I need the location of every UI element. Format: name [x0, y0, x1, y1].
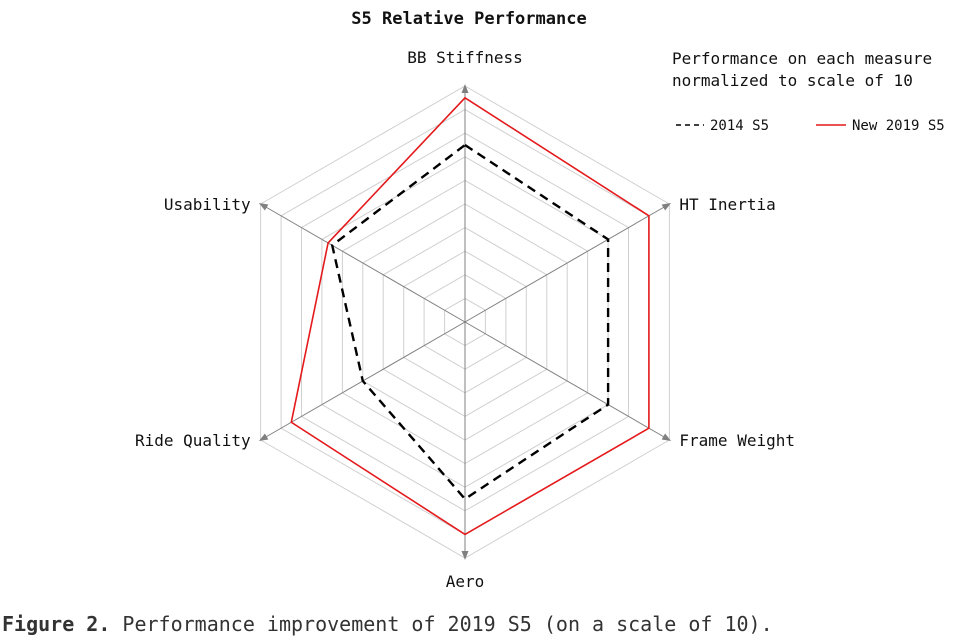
normalization-note-line-1: Performance on each measure [672, 49, 932, 68]
axis-line-4 [265, 321, 466, 438]
axis-arrowhead-3 [461, 551, 469, 560]
chart-legend: 2014 S5 New 2019 S5 [676, 118, 945, 134]
axis-line-1 [464, 206, 665, 323]
axis-label-3: Aero [446, 572, 485, 591]
axis-labels: BB Stiffness HT Inertia Frame Weight Aero Ri… [135, 48, 795, 591]
figure-caption-text: Performance improvement of 2019 S5 (on a… [122, 612, 773, 636]
axis-arrowhead-4 [258, 433, 269, 441]
axis-label-5: Usability [164, 195, 251, 214]
axis-arrowhead-0 [461, 84, 469, 93]
axis-line-2 [464, 321, 665, 438]
normalization-note-line-2: normalized to scale of 10 [672, 71, 913, 90]
axis-label-0: BB Stiffness [407, 48, 523, 67]
axis-arrowhead-2 [661, 433, 672, 441]
series-0-polygon [330, 143, 610, 501]
legend-label-2014: 2014 S5 [710, 118, 769, 134]
series-1-polygon [290, 96, 650, 536]
axis-label-4: Ride Quality [135, 431, 251, 450]
radar-chart: S5 Relative Performance BB Stiffness HT I… [135, 9, 945, 591]
radar-axes [258, 84, 672, 560]
legend-label-2019: New 2019 S5 [852, 118, 945, 134]
axis-line-5 [265, 206, 466, 323]
figure-caption: Figure 2. Performance improvement of 201… [2, 612, 773, 636]
axis-arrowhead-5 [258, 203, 269, 211]
axis-label-2: Frame Weight [679, 431, 795, 450]
axis-arrowhead-1 [661, 203, 672, 211]
figure-caption-label: Figure 2. [2, 612, 111, 636]
chart-title: S5 Relative Performance [351, 9, 586, 29]
axis-label-1: HT Inertia [679, 195, 775, 214]
radar-series [290, 96, 650, 536]
